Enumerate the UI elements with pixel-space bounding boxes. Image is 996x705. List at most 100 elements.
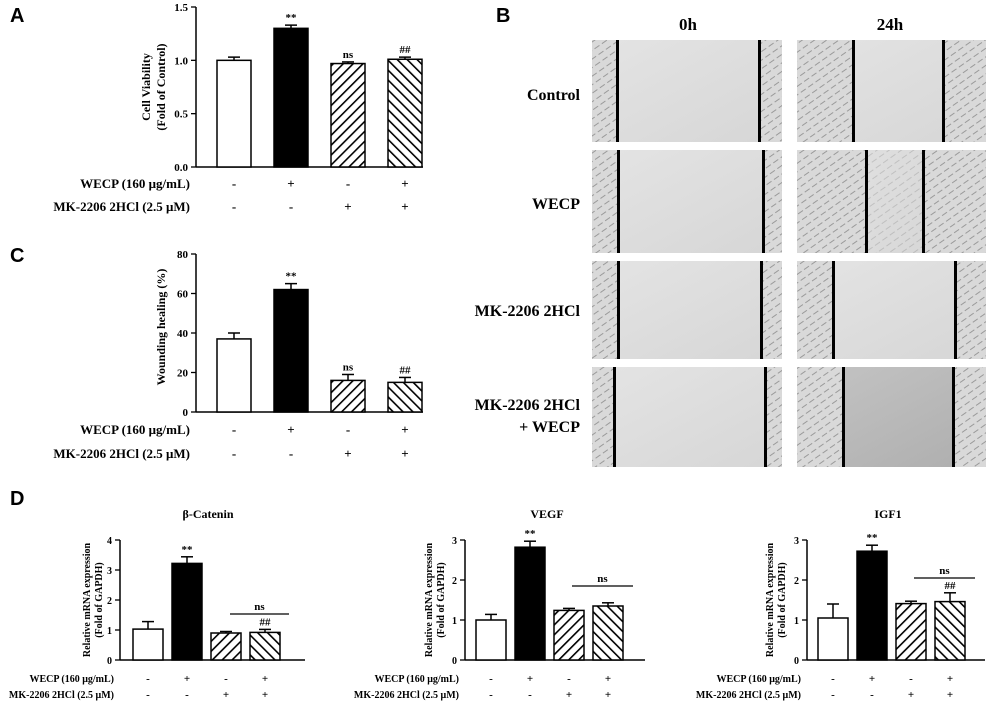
bar <box>273 288 309 413</box>
significance-label: ** <box>867 532 879 544</box>
bar <box>210 632 242 661</box>
y-axis-label-2: (Fold of GAPDH) <box>94 562 105 638</box>
bar <box>171 562 203 661</box>
bar <box>817 617 849 661</box>
panel-letter-b: B <box>496 5 510 27</box>
bar <box>330 62 366 168</box>
y-tick-label: 3 <box>452 536 457 547</box>
condition-label-wecp: WECP (160 μg/mL) <box>716 674 801 685</box>
treatment-sign-wecp: - <box>232 176 236 191</box>
y-tick-label: 0 <box>452 656 457 667</box>
y-axis-label: Relative mRNA expression <box>424 542 435 657</box>
treatment-sign-mk: + <box>223 689 229 701</box>
significance-label: ## <box>260 616 272 628</box>
bar <box>330 379 366 413</box>
y-tick-label: 1.0 <box>174 55 188 67</box>
condition-label-mk: MK-2206 2HCl (2.5 μM) <box>9 690 114 701</box>
y-axis-label: Relative mRNA expression <box>82 542 93 657</box>
significance-label: ** <box>182 544 194 556</box>
y-tick-label: 2 <box>452 576 457 587</box>
bar <box>514 546 546 661</box>
chart-title: VEGF <box>530 507 563 521</box>
condition-label-wecp: WECP (160 μg/mL) <box>80 422 190 437</box>
treatment-sign-mk: + <box>947 689 953 701</box>
micro-mk-24h <box>797 261 986 359</box>
treatment-sign-mk: - <box>870 689 874 701</box>
ns-bracket-label: ns <box>939 565 950 577</box>
bar <box>592 605 624 661</box>
treatment-sign-mk: + <box>344 446 351 461</box>
treatment-sign-mk: + <box>344 199 351 214</box>
significance-label: ## <box>945 580 957 592</box>
condition-label-wecp: WECP (160 μg/mL) <box>29 674 114 685</box>
treatment-sign-mk: - <box>185 689 189 701</box>
bar <box>216 59 252 168</box>
condition-label-mk: MK-2206 2HCl (2.5 μM) <box>53 446 190 461</box>
bar <box>387 381 423 413</box>
significance-label: ns <box>343 49 354 61</box>
treatment-sign-mk: - <box>232 199 236 214</box>
condition-label-mk: MK-2206 2HCl (2.5 μM) <box>354 690 459 701</box>
micro-control-24h <box>797 40 986 142</box>
y-tick-label: 1 <box>794 616 799 627</box>
treatment-sign-wecp: + <box>605 673 611 685</box>
y-tick-label: 1 <box>452 616 457 627</box>
y-tick-label: 0 <box>107 656 112 667</box>
ns-bracket-label: ns <box>597 573 608 585</box>
treatment-sign-mk: + <box>401 199 408 214</box>
row-label-mk-wecp-2: + WECP <box>519 419 580 436</box>
y-tick-label: 2 <box>794 576 799 587</box>
y-tick-label: 1 <box>107 626 112 637</box>
treatment-sign-wecp: - <box>346 176 350 191</box>
micro-mk-0h <box>592 261 782 359</box>
micro-wecp-24h <box>797 150 986 253</box>
treatment-sign-wecp: - <box>909 673 913 685</box>
bar <box>273 27 309 168</box>
bar <box>216 338 252 413</box>
y-tick-label: 3 <box>107 566 112 577</box>
treatment-sign-mk: + <box>262 689 268 701</box>
chart-title: IGF1 <box>874 507 901 521</box>
treatment-sign-mk: + <box>908 689 914 701</box>
y-tick-label: 40 <box>177 328 189 340</box>
panel-letter-d: D <box>10 488 24 510</box>
treatment-sign-wecp: - <box>232 422 236 437</box>
col-label-0h: 0h <box>679 15 698 34</box>
treatment-sign-wecp: + <box>184 673 190 685</box>
condition-label-wecp: WECP (160 μg/mL) <box>374 674 459 685</box>
micro-wecp-0h <box>592 150 782 253</box>
y-axis-label: Cell Viability <box>139 53 153 121</box>
row-label-control: Control <box>527 87 581 104</box>
treatment-sign-wecp: - <box>831 673 835 685</box>
treatment-sign-mk: - <box>528 689 532 701</box>
y-tick-label: 3 <box>794 536 799 547</box>
treatment-sign-wecp: - <box>489 673 493 685</box>
y-tick-label: 0 <box>794 656 799 667</box>
treatment-sign-wecp: + <box>287 176 294 191</box>
micro-mk-wecp-0h <box>592 367 782 467</box>
treatment-sign-wecp: - <box>567 673 571 685</box>
y-tick-label: 2 <box>107 596 112 607</box>
treatment-sign-wecp: + <box>527 673 533 685</box>
panel-letter-a: A <box>10 5 24 27</box>
significance-label: ns <box>343 361 354 373</box>
y-axis-label-2: (Fold of GAPDH) <box>777 562 788 638</box>
row-label-mk-wecp-1: MK-2206 2HCl <box>475 397 581 414</box>
significance-label: ** <box>525 528 537 540</box>
y-axis-label-2: (Fold of Control) <box>154 43 168 130</box>
treatment-sign-wecp: - <box>224 673 228 685</box>
y-tick-label: 80 <box>177 249 189 261</box>
bar <box>895 602 927 661</box>
treatment-sign-mk: - <box>146 689 150 701</box>
y-tick-label: 60 <box>177 289 189 301</box>
chart-cell-viability: 0.0 0.5 1.0 1.5 Cell Viability (Fold of Contr… <box>53 2 423 214</box>
y-tick-label: 0.0 <box>174 162 188 174</box>
treatment-sign-wecp: - <box>146 673 150 685</box>
treatment-sign-wecp: + <box>287 422 294 437</box>
bar <box>249 631 281 661</box>
treatment-sign-mk: - <box>289 199 293 214</box>
treatment-sign-mk: + <box>401 446 408 461</box>
treatment-sign-wecp: - <box>346 422 350 437</box>
y-tick-label: 20 <box>177 368 189 380</box>
